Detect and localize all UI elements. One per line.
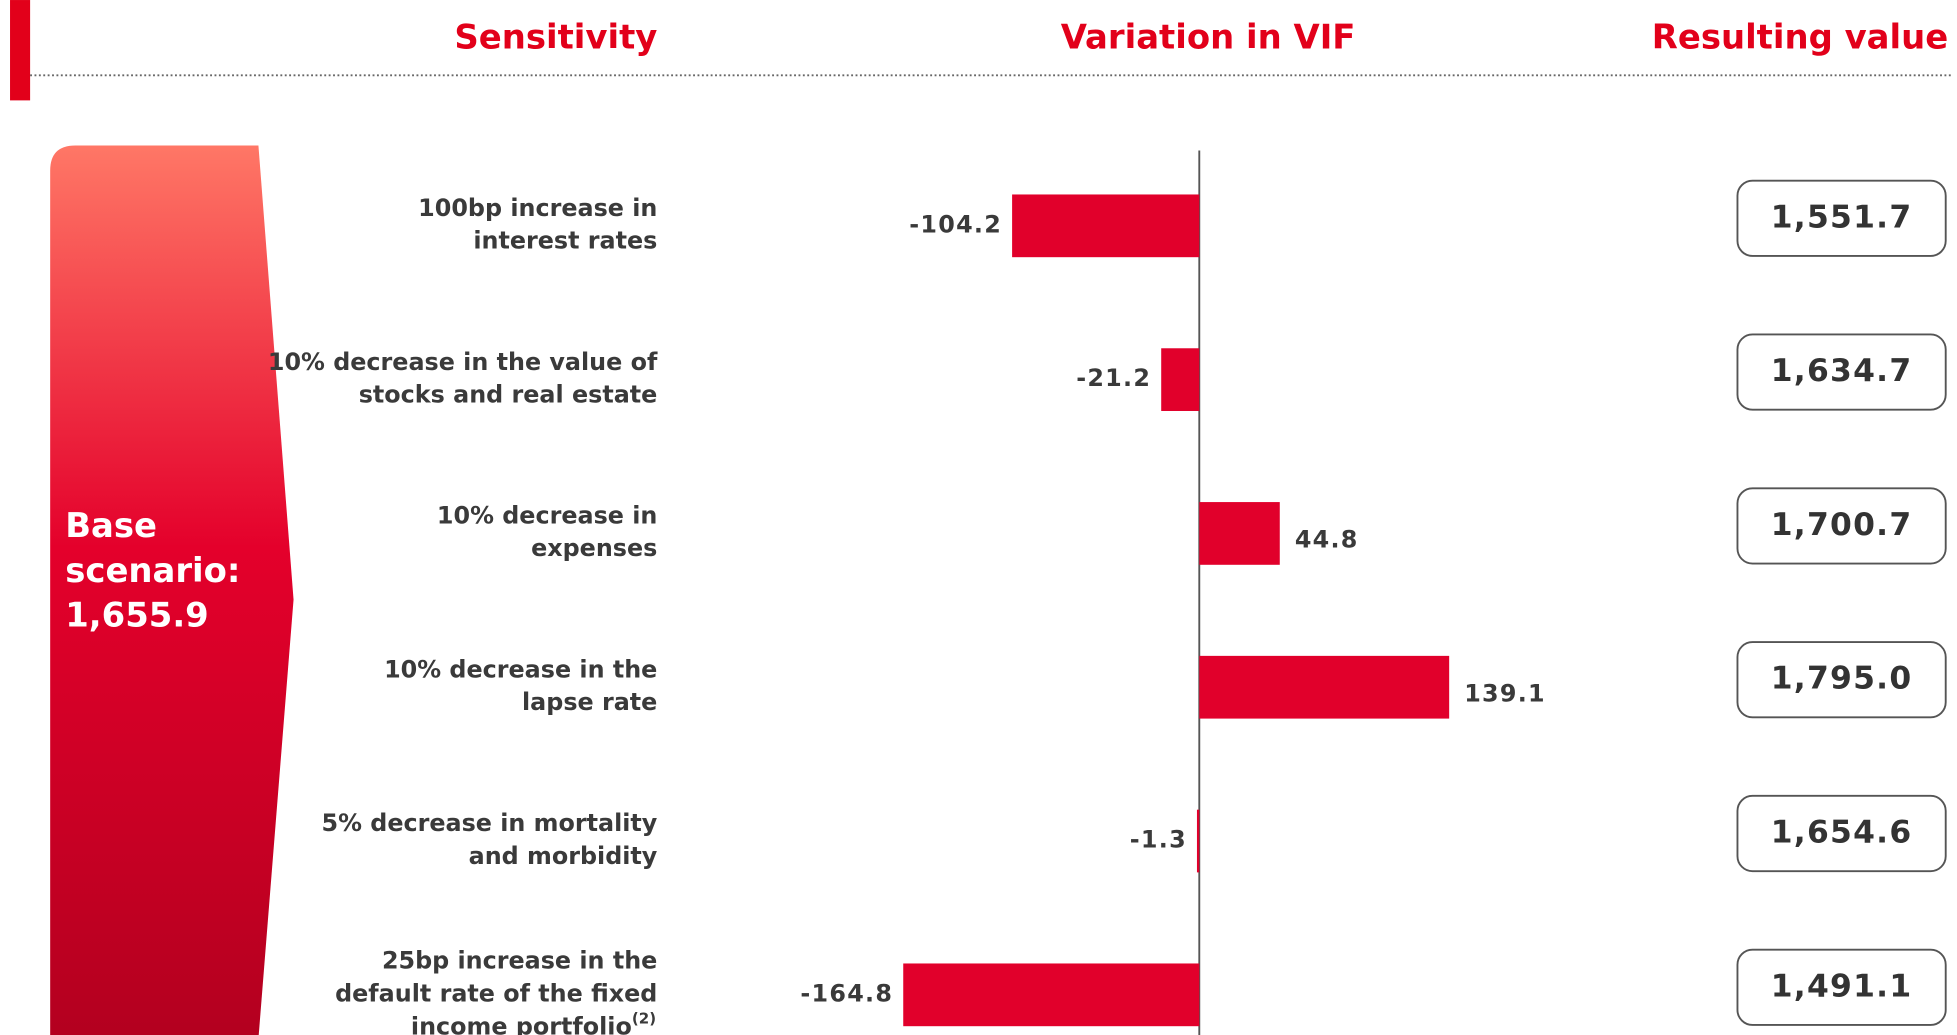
category-label-line: income portfolio: [411, 1012, 632, 1035]
result-value: 1,795.0: [1771, 661, 1913, 697]
category-label: lapse rate: [522, 688, 657, 716]
result-box: [1736, 333, 1947, 411]
bar: [1199, 655, 1450, 719]
result-value: 1,700.7: [1771, 507, 1913, 543]
value-label: -104.2: [909, 210, 1002, 238]
category-label: 10% decrease in: [437, 502, 657, 530]
base-value: 1,655.9: [65, 596, 209, 635]
result-box: [1736, 794, 1947, 873]
base-label: Base scenario:: [65, 505, 240, 589]
category-label: stocks and real estate: [359, 380, 658, 408]
bar: [1199, 502, 1280, 565]
result-box: [1736, 179, 1947, 257]
category-label: and morbidity: [469, 842, 658, 870]
value-label: -164.8: [800, 979, 893, 1007]
value-label: 139.1: [1464, 679, 1546, 707]
base-arrow: [50, 145, 294, 1035]
column-header: Variation in VIF: [1061, 17, 1356, 56]
result-value: 1,551.7: [1771, 199, 1913, 235]
result-box: [1736, 641, 1947, 719]
result-box: [1736, 487, 1947, 565]
category-label: 100bp increase in: [418, 194, 657, 222]
category-label: interest rates: [473, 227, 657, 255]
column-header: Resulting value: [1652, 17, 1948, 56]
footnote-marker: (2): [632, 1009, 656, 1027]
result-value: 1,654.6: [1771, 815, 1913, 851]
category-label: 25bp increase in the: [382, 947, 657, 975]
result-value: 1,634.7: [1771, 353, 1913, 389]
column-header: Sensitivity: [454, 17, 657, 56]
result-value: 1,491.1: [1771, 968, 1913, 1004]
category-label: 5% decrease in mortality: [322, 809, 658, 837]
bar: [1161, 348, 1200, 411]
value-label: 44.8: [1295, 525, 1359, 553]
category-label: income portfolio(2): [411, 1009, 656, 1035]
category-label: expenses: [531, 534, 657, 562]
bar: [903, 963, 1200, 1027]
bar: [1012, 194, 1200, 258]
value-label: -1.3: [1130, 826, 1187, 854]
header-accent: [10, 0, 31, 101]
result-box: [1736, 948, 1947, 1026]
category-label: default rate of the fixed: [335, 979, 657, 1007]
value-label: -21.2: [1076, 364, 1151, 392]
category-label: 10% decrease in the value of: [268, 348, 658, 376]
category-label: 10% decrease in the: [384, 655, 657, 683]
bar: [1196, 809, 1200, 873]
